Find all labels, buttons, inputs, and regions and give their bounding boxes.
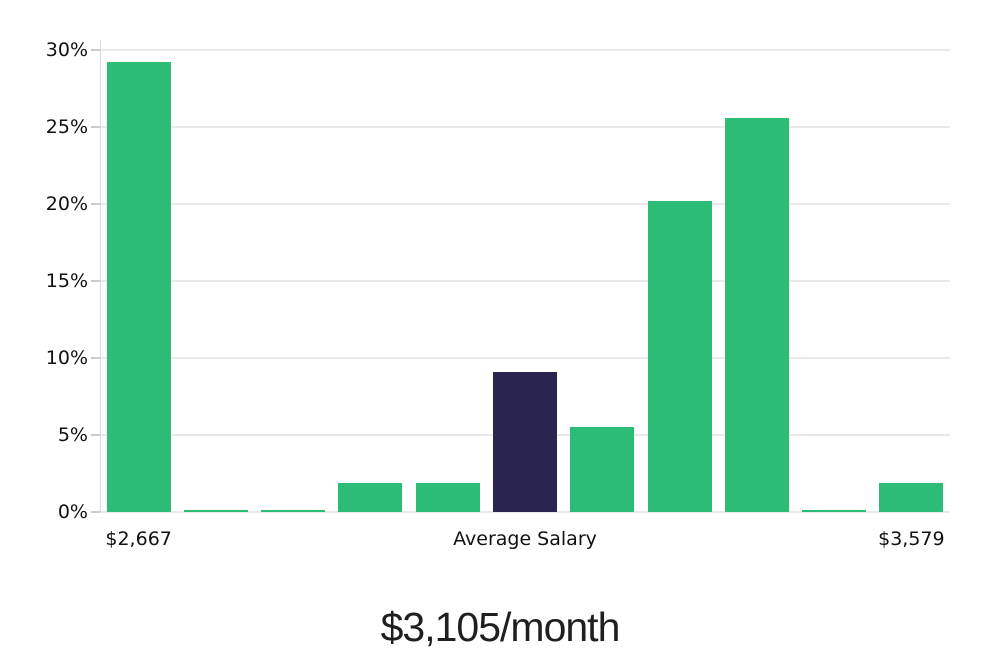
salary-bar[interactable] [879, 482, 944, 512]
y-tick-10% [91, 357, 100, 359]
y-axis-label-25%: 25% [45, 116, 88, 138]
y-tick-20% [91, 203, 100, 205]
salary-bar[interactable] [415, 482, 480, 512]
y-tick-30% [91, 49, 100, 51]
salary-bar[interactable] [724, 117, 789, 512]
average-salary-bar[interactable] [493, 371, 557, 512]
salary-bar[interactable] [647, 200, 712, 512]
salary-bar[interactable] [183, 510, 248, 512]
x-axis-label--2-667: $2,667 [105, 528, 172, 550]
x-axis-label--3-579: $3,579 [878, 528, 945, 550]
gridline-30% [100, 49, 950, 51]
y-axis-label-5%: 5% [57, 424, 88, 446]
salary-bar[interactable] [261, 510, 326, 512]
gridline-10% [100, 357, 950, 359]
y-tick-0% [91, 511, 100, 513]
y-axis-label-20%: 20% [45, 193, 88, 215]
y-axis-label-0%: 0% [57, 501, 88, 523]
y-tick-25% [91, 126, 100, 128]
average-salary-title: $3,105/month [380, 604, 621, 650]
y-tick-15% [91, 280, 100, 282]
y-axis-label-30%: 30% [45, 39, 88, 61]
gridline-15% [100, 280, 950, 282]
salary-bar[interactable] [106, 62, 171, 512]
x-axis-label-average-salary: Average Salary [453, 528, 597, 550]
gridline-20% [100, 203, 950, 205]
y-axis-line [100, 40, 101, 512]
gridline-25% [100, 126, 950, 128]
salary-bar[interactable] [338, 482, 403, 512]
gridline-0% [100, 511, 950, 513]
y-axis-label-15%: 15% [45, 270, 88, 292]
salary-bar[interactable] [802, 510, 867, 512]
salary-bar[interactable] [570, 427, 635, 512]
y-tick-5% [91, 434, 100, 436]
y-axis-label-10%: 10% [45, 347, 88, 369]
